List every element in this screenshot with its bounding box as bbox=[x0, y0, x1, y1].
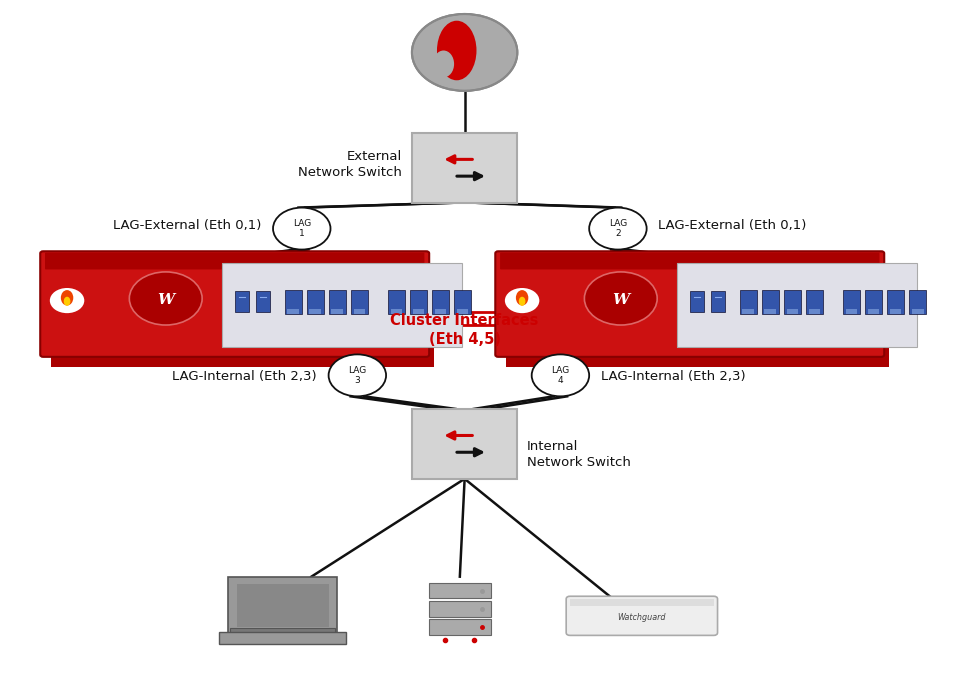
Circle shape bbox=[273, 208, 331, 250]
FancyBboxPatch shape bbox=[495, 252, 884, 357]
FancyBboxPatch shape bbox=[909, 290, 926, 314]
FancyBboxPatch shape bbox=[45, 253, 424, 270]
Ellipse shape bbox=[515, 290, 528, 305]
FancyBboxPatch shape bbox=[412, 133, 517, 203]
FancyBboxPatch shape bbox=[566, 596, 718, 635]
Text: LAG
3: LAG 3 bbox=[348, 366, 367, 385]
Text: LAG-External (Eth 0,1): LAG-External (Eth 0,1) bbox=[658, 219, 807, 231]
FancyBboxPatch shape bbox=[762, 290, 779, 314]
FancyBboxPatch shape bbox=[786, 254, 881, 355]
Ellipse shape bbox=[63, 297, 70, 306]
FancyBboxPatch shape bbox=[809, 310, 820, 314]
Ellipse shape bbox=[433, 50, 454, 78]
FancyBboxPatch shape bbox=[887, 290, 904, 314]
Circle shape bbox=[589, 208, 647, 250]
FancyBboxPatch shape bbox=[428, 619, 490, 635]
FancyBboxPatch shape bbox=[354, 310, 365, 314]
FancyBboxPatch shape bbox=[230, 628, 335, 634]
FancyBboxPatch shape bbox=[219, 632, 346, 644]
FancyBboxPatch shape bbox=[351, 290, 368, 314]
FancyBboxPatch shape bbox=[787, 310, 798, 314]
FancyBboxPatch shape bbox=[454, 290, 471, 314]
FancyBboxPatch shape bbox=[690, 291, 704, 312]
FancyBboxPatch shape bbox=[307, 290, 324, 314]
FancyBboxPatch shape bbox=[912, 310, 924, 314]
FancyBboxPatch shape bbox=[388, 290, 405, 314]
FancyBboxPatch shape bbox=[890, 310, 901, 314]
FancyBboxPatch shape bbox=[412, 409, 517, 479]
FancyBboxPatch shape bbox=[570, 599, 714, 606]
FancyBboxPatch shape bbox=[329, 290, 346, 314]
Text: LAG
2: LAG 2 bbox=[608, 219, 627, 238]
FancyBboxPatch shape bbox=[435, 310, 446, 314]
FancyBboxPatch shape bbox=[428, 583, 490, 598]
Ellipse shape bbox=[60, 290, 73, 305]
FancyBboxPatch shape bbox=[764, 310, 776, 314]
FancyBboxPatch shape bbox=[51, 342, 434, 368]
FancyBboxPatch shape bbox=[784, 290, 801, 314]
Text: W: W bbox=[612, 293, 629, 307]
Text: LAG
4: LAG 4 bbox=[551, 366, 570, 385]
FancyBboxPatch shape bbox=[256, 291, 270, 312]
Circle shape bbox=[329, 354, 386, 396]
FancyBboxPatch shape bbox=[287, 310, 299, 314]
FancyBboxPatch shape bbox=[391, 310, 402, 314]
FancyBboxPatch shape bbox=[865, 290, 882, 314]
Circle shape bbox=[505, 288, 539, 313]
FancyBboxPatch shape bbox=[868, 310, 879, 314]
FancyBboxPatch shape bbox=[331, 254, 426, 355]
FancyBboxPatch shape bbox=[222, 263, 462, 347]
FancyBboxPatch shape bbox=[740, 290, 757, 314]
FancyBboxPatch shape bbox=[846, 310, 857, 314]
Ellipse shape bbox=[437, 21, 476, 80]
FancyBboxPatch shape bbox=[432, 290, 449, 314]
Text: W: W bbox=[157, 293, 174, 307]
FancyBboxPatch shape bbox=[235, 291, 249, 312]
FancyBboxPatch shape bbox=[742, 310, 754, 314]
Circle shape bbox=[50, 288, 84, 313]
FancyBboxPatch shape bbox=[806, 290, 823, 314]
Text: Watchguard: Watchguard bbox=[618, 613, 666, 621]
Circle shape bbox=[412, 14, 517, 91]
Text: LAG-Internal (Eth 2,3): LAG-Internal (Eth 2,3) bbox=[601, 370, 745, 383]
Text: LAG-Internal (Eth 2,3): LAG-Internal (Eth 2,3) bbox=[172, 370, 317, 383]
FancyBboxPatch shape bbox=[500, 253, 879, 270]
Circle shape bbox=[584, 272, 657, 325]
FancyBboxPatch shape bbox=[677, 263, 917, 347]
FancyBboxPatch shape bbox=[285, 290, 302, 314]
FancyBboxPatch shape bbox=[428, 601, 490, 617]
Circle shape bbox=[532, 354, 589, 396]
FancyBboxPatch shape bbox=[413, 310, 424, 314]
Text: LAG
1: LAG 1 bbox=[292, 219, 311, 238]
FancyBboxPatch shape bbox=[228, 577, 337, 633]
FancyBboxPatch shape bbox=[331, 310, 343, 314]
FancyBboxPatch shape bbox=[506, 342, 889, 368]
FancyBboxPatch shape bbox=[40, 252, 429, 357]
Text: Cluster Interfaces
(Eth 4,5): Cluster Interfaces (Eth 4,5) bbox=[391, 313, 538, 347]
FancyBboxPatch shape bbox=[237, 584, 329, 627]
Text: LAG-External (Eth 0,1): LAG-External (Eth 0,1) bbox=[113, 219, 262, 231]
FancyBboxPatch shape bbox=[711, 291, 725, 312]
FancyBboxPatch shape bbox=[457, 310, 468, 314]
FancyBboxPatch shape bbox=[843, 290, 860, 314]
FancyBboxPatch shape bbox=[309, 310, 321, 314]
FancyBboxPatch shape bbox=[410, 290, 427, 314]
Text: Internal
Network Switch: Internal Network Switch bbox=[527, 440, 630, 469]
Text: External
Network Switch: External Network Switch bbox=[299, 150, 402, 179]
Ellipse shape bbox=[519, 297, 525, 306]
Circle shape bbox=[129, 272, 202, 325]
